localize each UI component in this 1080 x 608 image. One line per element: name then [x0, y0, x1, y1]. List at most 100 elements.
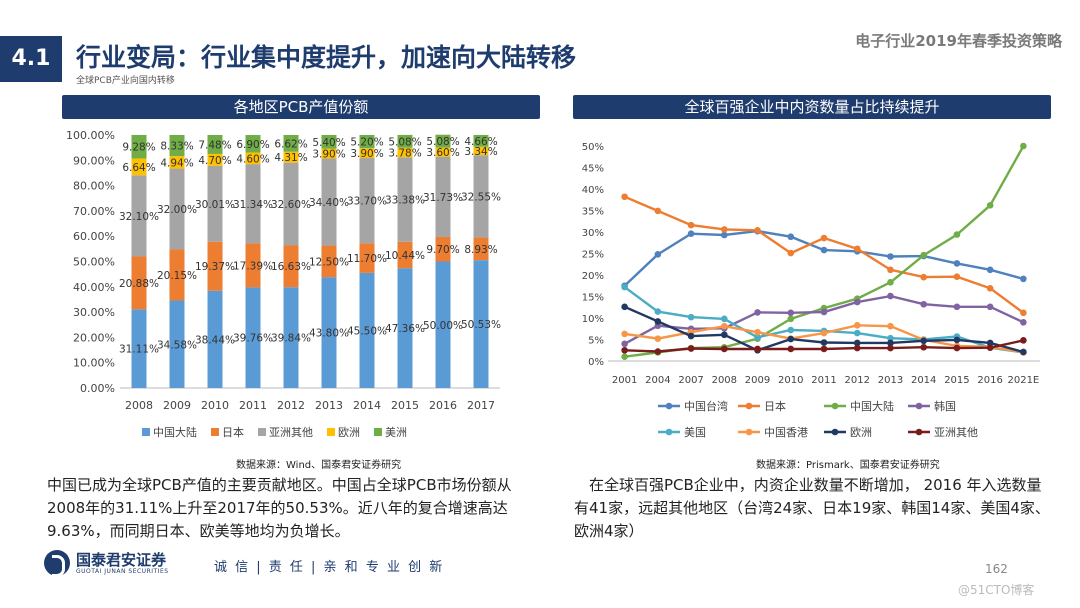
legend-label: 日本 [764, 399, 786, 413]
legend-marker [831, 402, 839, 410]
legend-marker [665, 428, 673, 436]
data-point [953, 231, 961, 238]
y-tick-label: 45% [582, 164, 604, 175]
bar-data-label: 20.88% [119, 278, 159, 290]
data-point [787, 326, 795, 334]
bar-segment [321, 277, 337, 388]
data-point [920, 300, 927, 308]
data-point [687, 345, 695, 352]
bar-data-label: 5.20% [350, 137, 383, 149]
y-tick-label: 40.00% [73, 281, 115, 294]
bar-data-label: 34.40% [309, 197, 349, 209]
bar-data-label: 3.34% [464, 146, 497, 158]
bar-segment [397, 147, 413, 158]
data-point [721, 231, 728, 239]
bar-segment [473, 237, 489, 261]
x-tick-label: 2010 [201, 399, 229, 412]
bar-segment [435, 134, 451, 148]
legend-marker [915, 428, 923, 436]
data-point [1020, 319, 1027, 326]
legend-marker [915, 402, 923, 410]
bar-data-label: 12.50% [309, 256, 349, 268]
x-tick-label: 2011 [811, 375, 836, 386]
y-tick-label: 80.00% [73, 180, 115, 193]
bar-segment [321, 245, 337, 278]
bar-data-label: 4.94% [160, 157, 193, 169]
data-point [820, 308, 828, 316]
bar-data-label: 20.15% [157, 270, 197, 282]
data-point [787, 249, 795, 257]
data-point [820, 246, 828, 254]
bar-segment [169, 156, 185, 169]
bar-data-label: 45.50% [347, 325, 387, 337]
data-point [853, 329, 861, 337]
bar-segment [473, 146, 489, 156]
x-tick-label: 2012 [277, 399, 305, 412]
x-tick-label: 2012 [845, 375, 870, 386]
data-point [1020, 275, 1027, 283]
x-tick-label: 2004 [645, 375, 670, 386]
data-point [953, 336, 961, 344]
bar-data-label: 9.28% [122, 142, 155, 154]
y-tick-label: 5% [588, 336, 604, 347]
legend-label: 中国大陆 [850, 399, 894, 413]
bar-segment [245, 135, 261, 153]
x-tick-label: 2015 [944, 375, 969, 386]
legend-label: 韩国 [934, 399, 956, 413]
bar-chart-banner: 各地区PCB产值份额 [62, 95, 540, 119]
page-subtitle: 全球PCB产业向国内转移 [76, 76, 175, 86]
bar-segment [473, 155, 489, 238]
bar-segment [169, 135, 185, 157]
bar-data-label: 39.76% [233, 333, 273, 345]
bar-segment [321, 148, 337, 159]
y-tick-label: 60.00% [73, 230, 115, 243]
bar-segment [131, 158, 147, 176]
x-tick-label: 2009 [745, 375, 770, 386]
bar-data-label: 33.38% [385, 195, 425, 207]
data-point [621, 330, 628, 338]
bar-data-label: 34.58% [157, 339, 197, 351]
bar-data-label: 5.40% [312, 137, 345, 149]
bar-data-label: 4.66% [464, 136, 497, 148]
bar-segment [169, 249, 185, 301]
bar-segment [359, 158, 375, 244]
data-point [986, 339, 994, 347]
bar-segment [131, 134, 147, 159]
y-tick-label: 0% [588, 357, 604, 368]
data-point [986, 202, 994, 209]
section-number: 4.1 [0, 36, 62, 82]
legend-label: 美国 [684, 426, 706, 439]
bar-segment [359, 135, 375, 149]
data-point [621, 303, 628, 311]
bar-data-label: 47.36% [385, 323, 425, 335]
logo-name: 国泰君安证券 [76, 550, 167, 569]
bar-data-label: 4.70% [198, 155, 231, 167]
bar-segment [359, 272, 375, 388]
data-point [654, 251, 662, 258]
data-point [887, 253, 894, 260]
data-point [953, 303, 961, 311]
y-tick-label: 30% [582, 228, 604, 239]
watermark: @51CTO博客 [958, 583, 1035, 597]
page-title: 行业变局：行业集中度提升，加速向大陆转移 [76, 43, 577, 72]
data-point [721, 345, 728, 353]
bar-data-label: 19.37% [195, 261, 235, 273]
data-point [887, 344, 894, 352]
right-paragraph: 在全球百强PCB企业中，内资企业数量不断增加， 2016 年入选数量有41家，远… [574, 476, 1050, 540]
data-point [920, 273, 927, 281]
data-point [1020, 348, 1027, 356]
bar-data-label: 32.60% [271, 199, 311, 211]
x-tick-label: 2011 [239, 399, 267, 412]
data-point [687, 313, 695, 321]
data-point [687, 221, 695, 229]
left-paragraph: 中国已成为全球PCB产值的主要贡献地区。中国占全球PCB市场份额从2008年的3… [47, 476, 512, 540]
legend-marker [745, 428, 753, 436]
company-logo: 国泰君安证券 GUOTAI JUNAN SECURITIES [44, 550, 169, 577]
data-point [887, 279, 894, 286]
bar-segment [435, 156, 451, 237]
bar-segment [397, 241, 413, 269]
data-point [953, 260, 961, 267]
bar-segment [283, 245, 299, 288]
data-point [721, 331, 728, 339]
y-tick-label: 20% [582, 271, 604, 282]
